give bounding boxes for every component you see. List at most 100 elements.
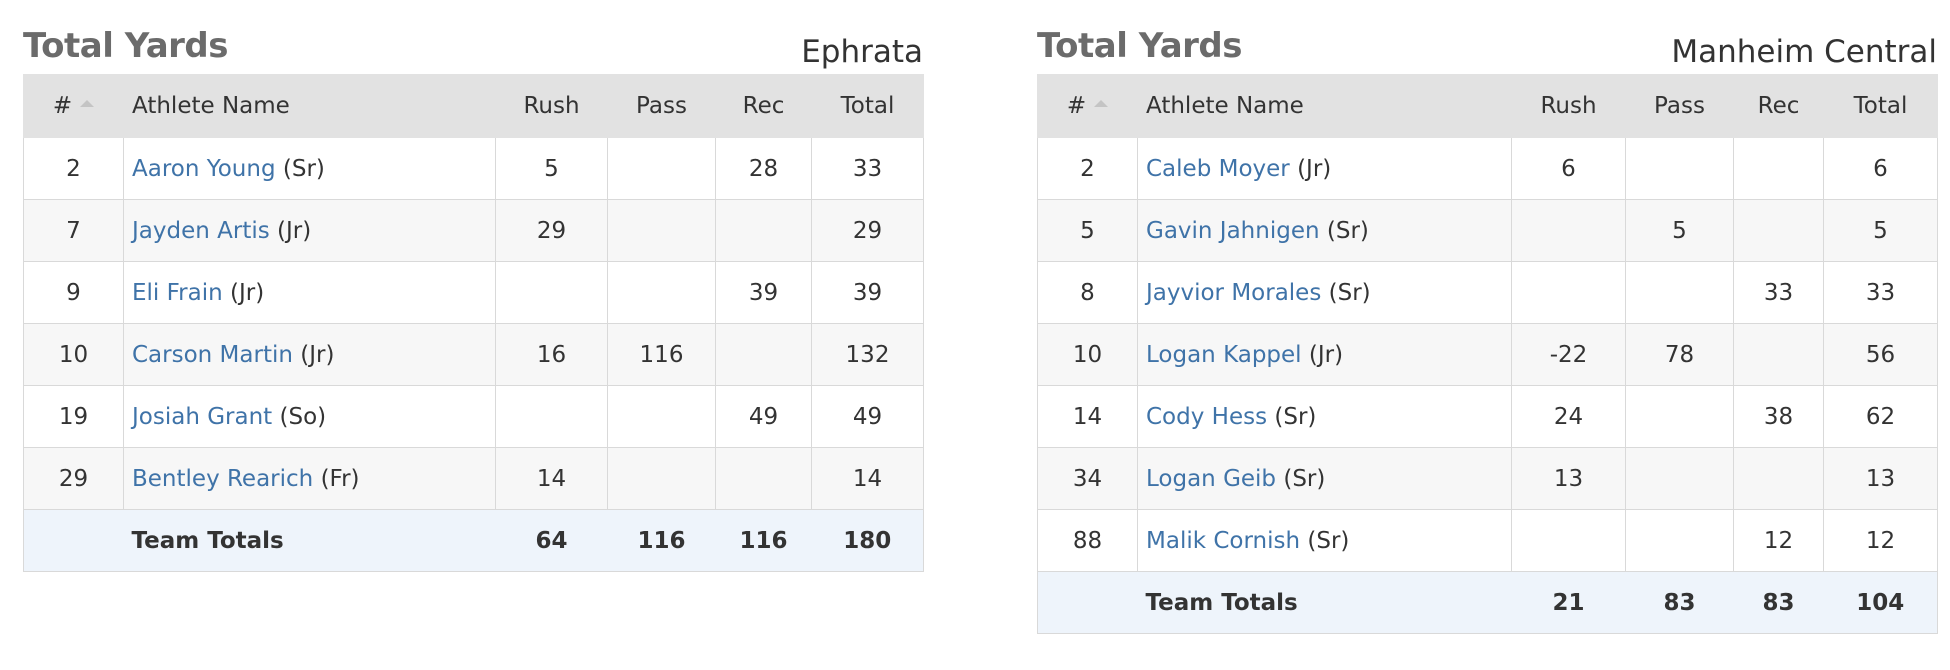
jersey-number: 10 — [23, 323, 124, 386]
col-header-pass[interactable]: Pass — [1625, 74, 1734, 138]
table-header-row: # Athlete Name Rush Pass Rec Total — [23, 74, 924, 138]
athlete-year: (Jr) — [277, 217, 312, 244]
total-yards: 62 — [1823, 385, 1938, 448]
col-header-athlete[interactable]: Athlete Name — [123, 74, 496, 138]
rush-yards: 16 — [495, 323, 608, 386]
col-header-pass[interactable]: Pass — [607, 74, 716, 138]
totals-spacer — [23, 509, 124, 572]
panel-header: Total Yards Ephrata — [23, 22, 923, 74]
athlete-link[interactable]: Josiah Grant — [132, 403, 273, 430]
jersey-number: 88 — [1037, 509, 1138, 572]
jersey-number: 29 — [23, 447, 124, 510]
col-header-rush[interactable]: Rush — [495, 74, 608, 138]
panel-title: Total Yards — [23, 26, 229, 66]
col-header-number[interactable]: # — [1037, 74, 1138, 138]
rush-yards: 5 — [495, 137, 608, 200]
pass-yards: 5 — [1625, 199, 1734, 262]
pass-yards: 116 — [607, 323, 716, 386]
pass-yards: 78 — [1625, 323, 1734, 386]
col-header-rec[interactable]: Rec — [1733, 74, 1824, 138]
jersey-number: 9 — [23, 261, 124, 324]
athlete-cell: Jayvior Morales (Sr) — [1137, 261, 1512, 324]
table-row: 2 Caleb Moyer (Jr) 6 6 — [1037, 137, 1938, 200]
athlete-link[interactable]: Aaron Young — [132, 155, 276, 182]
jersey-number: 2 — [1037, 137, 1138, 200]
athlete-cell: Eli Frain (Jr) — [123, 261, 496, 324]
rush-yards: -22 — [1511, 323, 1626, 386]
total-yards: 29 — [811, 199, 924, 262]
athlete-link[interactable]: Carson Martin — [132, 341, 293, 368]
rec-yards — [715, 447, 812, 510]
athlete-year: (Jr) — [1297, 155, 1332, 182]
rush-yards: 24 — [1511, 385, 1626, 448]
athlete-year: (Jr) — [1308, 341, 1344, 368]
table-row: 19 Josiah Grant (So) 49 49 — [23, 385, 924, 448]
rec-yards — [715, 199, 812, 262]
athlete-cell: Caleb Moyer (Jr) — [1137, 137, 1512, 200]
pass-yards — [1625, 137, 1734, 200]
stats-table: # Athlete Name Rush Pass Rec Total 2 Cal… — [1037, 74, 1938, 634]
total-yards: 12 — [1823, 509, 1938, 572]
totals-pass: 116 — [607, 509, 716, 572]
pass-yards — [1625, 385, 1734, 448]
jersey-number: 14 — [1037, 385, 1138, 448]
col-header-total[interactable]: Total — [1823, 74, 1938, 138]
rec-yards — [1733, 199, 1824, 262]
col-header-athlete[interactable]: Athlete Name — [1137, 74, 1512, 138]
rec-yards — [1733, 447, 1824, 510]
col-header-number[interactable]: # — [23, 74, 124, 138]
totals-spacer — [1037, 571, 1138, 634]
pass-yards — [607, 199, 716, 262]
jersey-number: 7 — [23, 199, 124, 262]
rec-yards: 28 — [715, 137, 812, 200]
stats-table: # Athlete Name Rush Pass Rec Total 2 Aar… — [23, 74, 924, 572]
pass-yards — [1625, 261, 1734, 324]
table-row: 5 Gavin Jahnigen (Sr) 5 5 — [1037, 199, 1938, 262]
athlete-link[interactable]: Jayvior Morales — [1146, 279, 1322, 306]
athlete-cell: Cody Hess (Sr) — [1137, 385, 1512, 448]
athlete-link[interactable]: Gavin Jahnigen — [1146, 217, 1320, 244]
athlete-link[interactable]: Eli Frain — [132, 279, 223, 306]
total-yards: 33 — [1823, 261, 1938, 324]
total-yards: 49 — [811, 385, 924, 448]
rush-yards — [1511, 199, 1626, 262]
total-yards: 5 — [1823, 199, 1938, 262]
athlete-cell: Jayden Artis (Jr) — [123, 199, 496, 262]
athlete-link[interactable]: Cody Hess — [1146, 403, 1268, 430]
totals-rec: 83 — [1733, 571, 1824, 634]
athlete-link[interactable]: Logan Kappel — [1146, 341, 1302, 368]
col-header-total[interactable]: Total — [811, 74, 924, 138]
athlete-cell: Malik Cornish (Sr) — [1137, 509, 1512, 572]
panel-header: Total Yards Manheim Central — [1037, 22, 1937, 74]
athlete-cell: Logan Geib (Sr) — [1137, 447, 1512, 510]
total-yards: 56 — [1823, 323, 1938, 386]
table-row: 34 Logan Geib (Sr) 13 13 — [1037, 447, 1938, 510]
pass-yards — [1625, 509, 1734, 572]
athlete-link[interactable]: Caleb Moyer — [1146, 155, 1290, 182]
rec-yards — [1733, 323, 1824, 386]
sort-asc-icon — [80, 100, 95, 107]
rush-yards — [495, 261, 608, 324]
pass-yards — [607, 261, 716, 324]
rec-yards: 38 — [1733, 385, 1824, 448]
total-yards: 14 — [811, 447, 924, 510]
table-row: 88 Malik Cornish (Sr) 12 12 — [1037, 509, 1938, 572]
athlete-link[interactable]: Malik Cornish — [1146, 527, 1301, 554]
athlete-link[interactable]: Jayden Artis — [132, 217, 270, 244]
athlete-year: (Sr) — [1274, 403, 1317, 430]
athlete-year: (Sr) — [282, 155, 325, 182]
table-row: 2 Aaron Young (Sr) 5 28 33 — [23, 137, 924, 200]
pass-yards — [607, 447, 716, 510]
jersey-number: 34 — [1037, 447, 1138, 510]
col-header-rush[interactable]: Rush — [1511, 74, 1626, 138]
team-totals-row: Team Totals 21 83 83 104 — [1037, 571, 1938, 634]
athlete-link[interactable]: Bentley Rearich — [132, 465, 314, 492]
rush-yards: 14 — [495, 447, 608, 510]
table-header-row: # Athlete Name Rush Pass Rec Total — [1037, 74, 1938, 138]
totals-label: Team Totals — [123, 509, 496, 572]
athlete-link[interactable]: Logan Geib — [1146, 465, 1277, 492]
athlete-year: (Sr) — [1328, 279, 1371, 306]
col-header-rec[interactable]: Rec — [715, 74, 812, 138]
athlete-cell: Josiah Grant (So) — [123, 385, 496, 448]
sort-asc-icon — [1094, 100, 1109, 107]
